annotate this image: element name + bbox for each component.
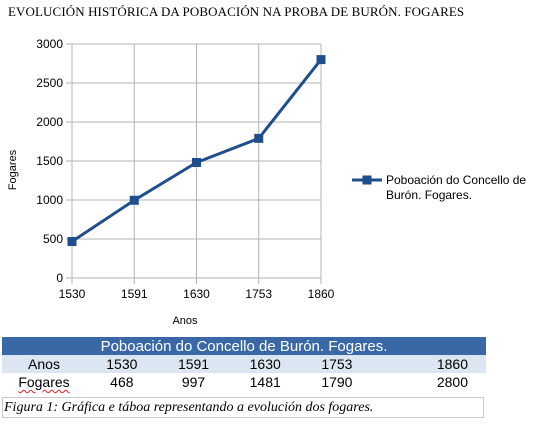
chart-series (67, 55, 326, 246)
y-tick-label: 3000 (36, 37, 63, 51)
data-point (67, 236, 77, 246)
data-point (254, 133, 264, 143)
y-tick-label: 2000 (36, 115, 63, 129)
legend-label: Poboación do Concello de Burón. Fogares. (386, 173, 526, 202)
table-row-header: Fogares (2, 373, 86, 391)
data-point (316, 55, 326, 65)
y-axis-label: Fogares (7, 149, 19, 190)
table-row-header: Anos (2, 355, 86, 373)
table-cell: 997 (157, 373, 230, 391)
x-axis-ticks: 1530 1591 1630 1753 1860 (59, 287, 335, 301)
table-cell: 1591 (157, 355, 230, 373)
table-cell: 1790 (301, 373, 373, 391)
table-cell: 1630 (229, 355, 302, 373)
x-tick-label: 1530 (59, 287, 86, 301)
figure-caption: Figura 1: Gráfica e táboa representando … (2, 397, 484, 418)
chart-legend: Poboación do Concello de Burón. Fogares. (352, 173, 526, 202)
table-cell: 2800 (372, 373, 486, 391)
legend-marker (362, 175, 372, 185)
table-cell: 1530 (86, 355, 158, 373)
data-point (129, 195, 139, 205)
y-tick-label: 1000 (36, 193, 63, 207)
y-tick-label: 0 (56, 271, 63, 285)
y-tick-label: 500 (43, 232, 63, 246)
y-tick-label: 1500 (36, 154, 63, 168)
table-cell: 1860 (372, 355, 486, 373)
table-cell: 1481 (229, 373, 302, 391)
document-title: EVOLUCIÓN HISTÓRICA DA POBOACIÓN NA PROB… (8, 4, 465, 19)
line-chart: 0 500 1000 1500 2000 2500 3000 1530 1591 1630 175… (7, 37, 526, 327)
table-cell: 1753 (301, 355, 373, 373)
table-cell: 468 (86, 373, 158, 391)
table-title: Poboación do Concello de Burón. Fogares. (2, 337, 486, 355)
x-tick-label: 1591 (121, 287, 148, 301)
x-tick-label: 1753 (245, 287, 272, 301)
x-tick-label: 1860 (308, 287, 335, 301)
data-table: Poboación do Concello de Burón. Fogares.… (2, 337, 486, 391)
x-tick-label: 1630 (183, 287, 210, 301)
table-row-fogares: Fogares 468 997 1481 1790 2800 (2, 373, 486, 391)
spellcheck-underlined-text: Fogares (18, 374, 70, 390)
x-axis-label: Anos (172, 315, 198, 327)
table-row-years: Anos 1530 1591 1630 1753 1860 (2, 355, 486, 373)
y-axis-ticks: 0 500 1000 1500 2000 2500 3000 (36, 37, 63, 285)
data-point (192, 157, 201, 167)
y-tick-label: 2500 (36, 76, 63, 90)
